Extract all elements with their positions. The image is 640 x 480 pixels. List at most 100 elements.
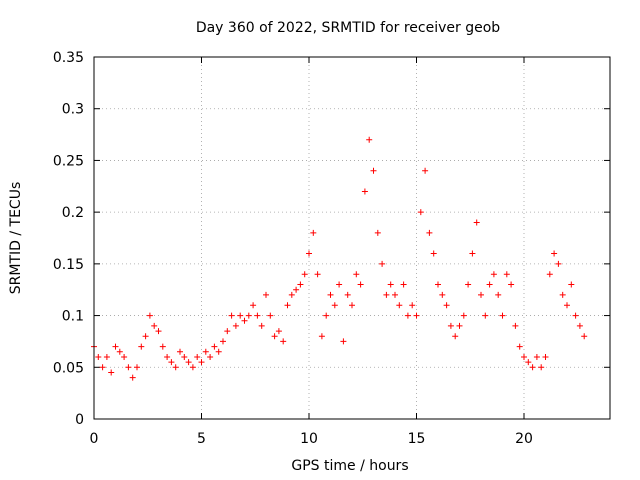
data-point (232, 322, 239, 329)
data-point (465, 281, 472, 288)
data-point (396, 302, 403, 309)
data-point (164, 353, 171, 360)
data-point (267, 312, 274, 319)
data-point (508, 281, 515, 288)
y-axis-label: SRMTID / TECUs (8, 182, 24, 295)
data-point (495, 291, 502, 298)
data-point (482, 312, 489, 319)
data-point (129, 374, 136, 381)
data-point (503, 271, 510, 278)
data-point (473, 219, 480, 226)
data-point (108, 369, 115, 376)
data-point (525, 359, 532, 366)
data-point (353, 271, 360, 278)
data-point (151, 322, 158, 329)
data-point (95, 353, 102, 360)
data-point (490, 271, 497, 278)
data-point (112, 343, 119, 350)
data-point (447, 322, 454, 329)
data-point (370, 167, 377, 174)
data-point (189, 364, 196, 371)
y-tick-label: 0.1 (62, 309, 84, 325)
tick-labels: 0 0.05 0.1 0.15 0.2 0.25 0.3 0.35 0 5 10 15 20 (53, 50, 533, 447)
data-point (422, 167, 429, 174)
data-point (198, 359, 205, 366)
data-point (280, 338, 287, 345)
data-point (258, 322, 265, 329)
y-tick-label: 0.2 (62, 205, 84, 221)
data-point (366, 136, 373, 143)
data-point (301, 271, 308, 278)
y-tick-label: 0.3 (62, 102, 84, 118)
data-point (224, 328, 231, 335)
data-point (327, 291, 334, 298)
data-point (297, 281, 304, 288)
x-tick-label: 0 (90, 431, 99, 447)
data-point (263, 291, 269, 298)
x-axis-label: GPS time / hours (291, 458, 408, 474)
data-point (116, 348, 123, 355)
data-point (103, 353, 110, 360)
data-point (340, 338, 347, 345)
data-point (516, 343, 523, 350)
plot-frame (93, 56, 611, 420)
data-point (417, 209, 424, 216)
x-tick-label: 10 (300, 431, 318, 447)
data-point (392, 291, 398, 298)
data-point (142, 333, 149, 340)
data-point (194, 353, 201, 360)
data-point (254, 312, 261, 319)
data-point (357, 281, 364, 288)
data-point (551, 250, 558, 257)
data-point (318, 333, 325, 340)
data-point (452, 333, 459, 340)
data-point (275, 328, 282, 335)
data-point (435, 281, 441, 288)
data-point (581, 333, 588, 340)
data-point (250, 302, 257, 309)
data-point (529, 364, 536, 371)
data-point (121, 353, 128, 360)
data-point (293, 286, 300, 293)
data-point (555, 260, 562, 267)
data-point (383, 291, 390, 298)
data-point (374, 229, 381, 236)
data-point (159, 343, 166, 350)
data-point (134, 364, 140, 371)
data-point (245, 312, 252, 319)
data-point (99, 364, 106, 371)
data-point (168, 359, 175, 366)
data-point (215, 348, 222, 355)
data-point (564, 302, 570, 309)
data-point (202, 348, 209, 355)
x-tick-label: 20 (515, 431, 533, 447)
data-point (499, 312, 506, 319)
data-point (181, 353, 188, 360)
y-tick-label: 0.25 (53, 153, 84, 169)
data-point (306, 250, 312, 257)
data-point (486, 281, 493, 288)
data-point (379, 260, 386, 267)
data-point (533, 353, 540, 360)
data-point (271, 333, 278, 340)
data-point (237, 312, 244, 319)
data-point (478, 291, 484, 298)
data-point (387, 281, 394, 288)
data-point (288, 291, 295, 298)
y-tick-label: 0.15 (53, 257, 84, 273)
data-points (91, 136, 588, 381)
data-point (185, 359, 192, 366)
y-tick-label: 0.35 (53, 50, 84, 66)
data-point (323, 312, 330, 319)
data-point (469, 250, 476, 257)
data-point (155, 328, 162, 335)
data-point (413, 312, 420, 319)
data-point (538, 364, 545, 371)
data-point (361, 188, 368, 195)
data-point (521, 353, 527, 360)
data-point (146, 312, 153, 319)
data-point (456, 322, 463, 329)
data-point (172, 364, 179, 371)
data-point (125, 364, 132, 371)
